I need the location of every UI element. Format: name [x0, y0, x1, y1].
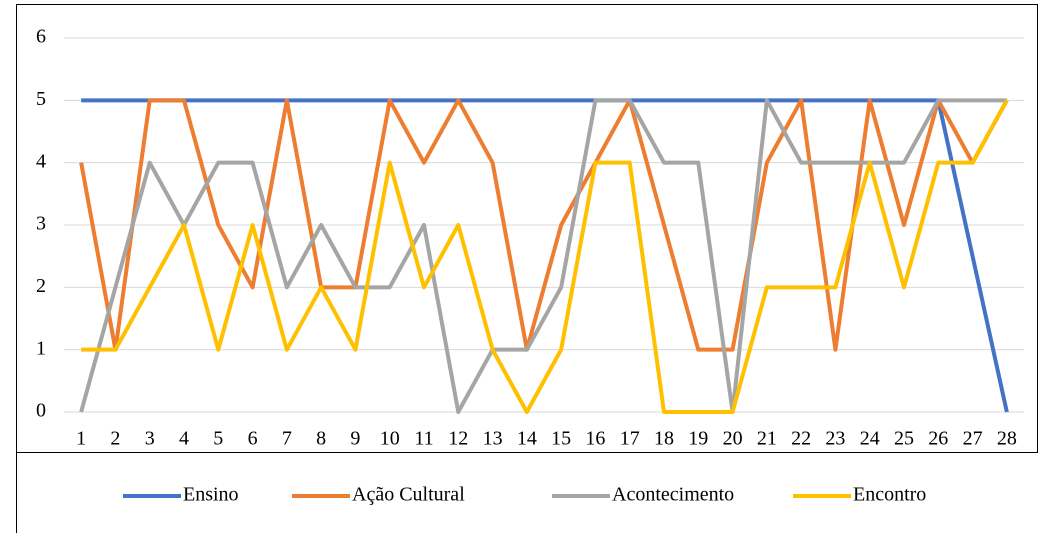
- y-tick-label: 5: [36, 88, 46, 110]
- x-tick-label: 27: [963, 428, 983, 450]
- x-tick-label: 28: [997, 428, 1017, 450]
- y-tick-label: 2: [36, 275, 46, 297]
- x-tick-label: 22: [791, 428, 811, 450]
- x-tick-label: 24: [860, 428, 880, 450]
- x-tick-label: 20: [723, 428, 743, 450]
- x-tick-label: 6: [248, 428, 258, 450]
- x-tick-label: 8: [316, 428, 326, 450]
- x-tick-label: 9: [350, 428, 360, 450]
- x-tick-label: 14: [517, 428, 537, 450]
- x-tick-label: 11: [414, 428, 433, 450]
- x-tick-label: 4: [179, 428, 189, 450]
- x-tick-label: 1: [76, 428, 86, 450]
- y-tick-label: 0: [36, 400, 46, 422]
- x-tick-label: 13: [483, 428, 503, 450]
- x-tick-label: 19: [688, 428, 708, 450]
- x-tick-label: 15: [551, 428, 571, 450]
- x-tick-label: 16: [585, 428, 605, 450]
- x-tick-label: 18: [654, 428, 674, 450]
- x-tick-label: 25: [894, 428, 914, 450]
- chart-frame: [16, 4, 1038, 453]
- x-tick-label: 21: [757, 428, 777, 450]
- y-tick-label: 6: [36, 26, 46, 48]
- x-tick-label: 3: [145, 428, 155, 450]
- legend-label: Ação Cultural: [352, 484, 465, 506]
- series-line: [79, 98, 1007, 414]
- x-tick-label: 10: [380, 428, 400, 450]
- x-tick-label: 2: [110, 428, 120, 450]
- y-tick-label: 3: [36, 213, 46, 235]
- legend-label: Encontro: [853, 484, 926, 506]
- y-tick-label: 1: [36, 337, 46, 359]
- x-tick-label: 23: [825, 428, 845, 450]
- series-line: [81, 99, 1009, 414]
- x-tick-label: 7: [282, 428, 292, 450]
- x-tick-label: 17: [620, 428, 640, 450]
- x-tick-label: 26: [928, 428, 948, 450]
- legend-label: Acontecimento: [612, 484, 734, 506]
- series-line: [81, 98, 1009, 413]
- y-tick-label: 4: [36, 150, 46, 172]
- legend-label: Ensino: [183, 484, 239, 506]
- x-tick-label: 12: [448, 428, 468, 450]
- x-tick-label: 5: [213, 428, 223, 450]
